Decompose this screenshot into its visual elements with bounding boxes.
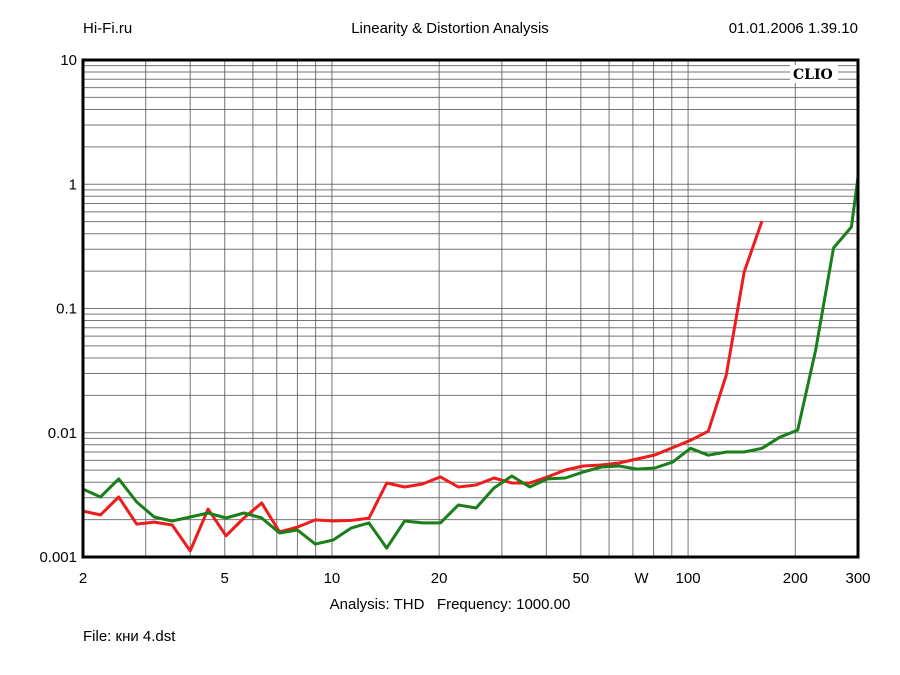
y-tick-label: 0.01 (48, 425, 77, 442)
timestamp: 01.01.2006 1.39.10 (728, 20, 858, 37)
axis-ticks: 2 5 10 20 50 W 100 200 300 10 1 0.1 0.01 0.001 (39, 52, 870, 587)
y-tick-label: 0.1 (56, 301, 77, 318)
chart-title: Linearity & Distortion Analysis (351, 20, 549, 37)
y-tick-label: 10 (60, 52, 77, 69)
x-tick-label: 200 (783, 570, 808, 587)
x-tick-label: W (634, 570, 649, 587)
y-tick-label: 0.001 (39, 549, 77, 566)
curves (82, 177, 860, 553)
x-tick-label: 100 (676, 570, 701, 587)
series-red-line (82, 220, 764, 553)
series-green-line (82, 177, 860, 550)
x-tick-label: 20 (431, 570, 448, 587)
x-tick-label: 50 (573, 570, 590, 587)
x-tick-label: 2 (79, 570, 87, 587)
analysis-info: Analysis: THD Frequency: 1000.00 (329, 596, 571, 613)
x-tick-label: 10 (324, 570, 341, 587)
plot-frame (81, 58, 860, 559)
brand-label: Hi-Fi.ru (83, 20, 133, 37)
x-tick-label: 5 (221, 570, 229, 587)
x-tick-label: 300 (845, 570, 870, 587)
grid (83, 60, 858, 557)
watermark-background (790, 65, 838, 83)
clio-watermark: CLIO (793, 67, 833, 83)
y-tick-label: 1 (69, 176, 77, 193)
file-name: File: кни 4.dst (83, 628, 176, 645)
